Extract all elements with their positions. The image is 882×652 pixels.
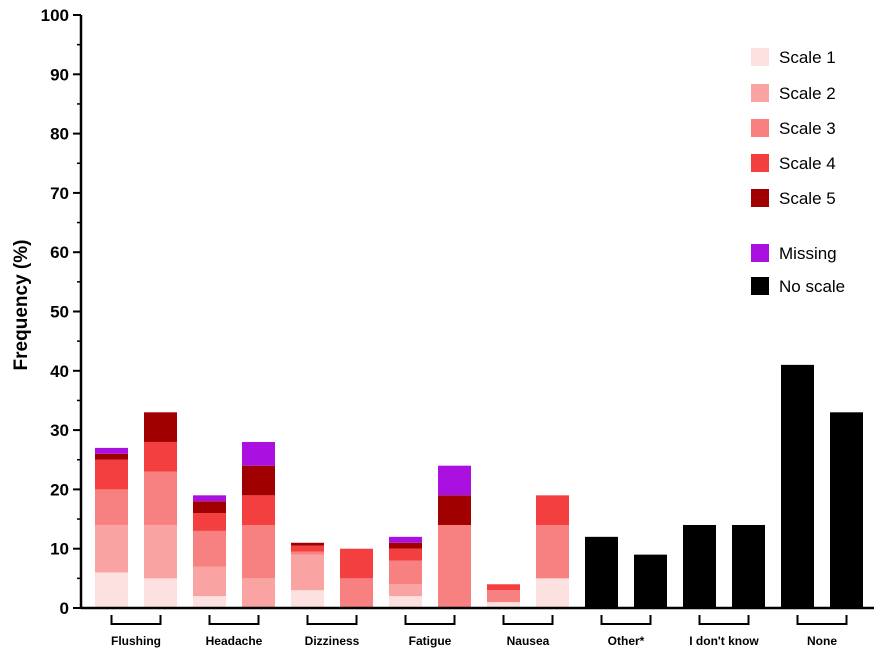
legend: Scale 1 Scale 2 Scale 3 Scale 4 Scale 5 Missi… xyxy=(751,48,845,296)
bar-segment-missing xyxy=(242,441,275,466)
bar-segment-scale-5 xyxy=(193,501,226,514)
y-tick-label: 50 xyxy=(50,303,69,322)
x-group-label: I don't know xyxy=(689,634,759,648)
group-bracket xyxy=(404,615,456,625)
x-group-label: Flushing xyxy=(111,634,161,648)
bar-segment-missing xyxy=(193,495,226,502)
bar-segment-scale-2 xyxy=(144,524,177,579)
legend-label: Scale 5 xyxy=(779,189,836,208)
y-tick-label: 20 xyxy=(50,480,69,499)
legend-swatch xyxy=(751,154,769,172)
bar-segment-scale-5 xyxy=(95,453,128,460)
bar-segment-scale-1 xyxy=(389,596,422,608)
bar-segment-scale-1 xyxy=(536,578,569,608)
legend-label: Scale 2 xyxy=(779,84,836,103)
y-tick-label: 40 xyxy=(50,362,69,381)
bars xyxy=(95,364,863,608)
bar-segment-scale-3 xyxy=(291,551,324,555)
y-tick-label: 80 xyxy=(50,125,69,144)
bar-segment-scale-2 xyxy=(193,566,226,597)
legend-swatch xyxy=(751,48,769,66)
bar-segment-missing xyxy=(95,447,128,454)
x-group-label: Fatigue xyxy=(409,634,452,648)
group-bracket xyxy=(796,615,848,625)
bar-segment-scale-4 xyxy=(242,495,275,525)
bar-segment-scale-5 xyxy=(438,495,471,525)
bar-segment-no-scale xyxy=(830,412,863,608)
x-group-label: Other* xyxy=(608,634,645,648)
y-tick-label: 70 xyxy=(50,184,69,203)
x-group-label: None xyxy=(807,634,837,648)
group-bracket xyxy=(600,615,652,625)
bar-segment-no-scale xyxy=(585,536,618,608)
bar-segment-scale-3 xyxy=(340,578,373,608)
legend-swatch xyxy=(751,277,769,295)
bar-segment-scale-3 xyxy=(242,524,275,579)
bar-segment-scale-4 xyxy=(536,495,569,525)
group-bracket xyxy=(110,615,162,625)
y-tick-label: 30 xyxy=(50,421,69,440)
y-tick-label: 60 xyxy=(50,243,69,262)
bar-segment-scale-2 xyxy=(389,584,422,597)
y-tick-label: 90 xyxy=(50,65,69,84)
bar-segment-missing xyxy=(438,465,471,496)
group-bracket xyxy=(502,615,554,625)
bar-segment-scale-5 xyxy=(242,465,275,496)
bar-segment-scale-4 xyxy=(95,459,128,490)
x-group-label: Nausea xyxy=(507,634,550,648)
bar-segment-scale-1 xyxy=(291,590,324,608)
bar-segment-scale-1 xyxy=(193,596,226,608)
x-group-label: Headache xyxy=(206,634,263,648)
y-axis-title: Frequency (%) xyxy=(11,240,32,371)
bar-segment-scale-2 xyxy=(95,524,128,573)
bar-segment-scale-5 xyxy=(144,412,177,442)
bar-segment-scale-4 xyxy=(193,513,226,531)
bar-segment-scale-1 xyxy=(144,578,177,608)
group-bracket xyxy=(306,615,358,625)
bar-segment-scale-3 xyxy=(389,560,422,585)
legend-swatch xyxy=(751,189,769,207)
bar-segment-scale-3 xyxy=(193,530,226,567)
bar-segment-scale-4 xyxy=(340,548,373,579)
bar-segment-no-scale xyxy=(634,554,667,608)
bar-segment-scale-4 xyxy=(144,441,177,472)
legend-swatch xyxy=(751,84,769,102)
bar-segment-scale-2 xyxy=(291,554,324,591)
legend-label: Missing xyxy=(779,244,837,263)
group-bracket xyxy=(208,615,260,625)
bar-segment-scale-3 xyxy=(536,524,569,579)
legend-label: Scale 3 xyxy=(779,119,836,138)
x-axis: Flushing Headache Dizziness Fatigue Nausea Ot… xyxy=(81,606,874,648)
legend-swatch xyxy=(751,119,769,137)
bar-segment-no-scale xyxy=(781,364,814,608)
bar-segment-scale-2 xyxy=(242,578,275,608)
bar-segment-scale-3 xyxy=(438,524,471,608)
bar-segment-scale-1 xyxy=(95,572,128,608)
legend-swatch xyxy=(751,244,769,262)
bar-segment-no-scale xyxy=(732,524,765,608)
legend-label: No scale xyxy=(779,277,845,296)
y-tick-label: 10 xyxy=(50,540,69,559)
y-tick-label: 100 xyxy=(41,6,69,25)
bar-segment-scale-4 xyxy=(389,548,422,561)
legend-label: Scale 4 xyxy=(779,154,836,173)
bar-segment-scale-4 xyxy=(487,584,520,591)
bar-segment-missing xyxy=(389,536,422,543)
bar-segment-scale-3 xyxy=(487,590,520,603)
bar-segment-scale-1 xyxy=(487,602,520,608)
legend-label: Scale 1 xyxy=(779,48,836,67)
bar-segment-scale-3 xyxy=(144,471,177,525)
bar-segment-scale-5 xyxy=(291,542,324,546)
y-tick-label: 0 xyxy=(60,599,69,618)
bar-segment-no-scale xyxy=(683,524,716,608)
y-axis: 0 10 20 30 40 50 60 70 80 90 100 xyxy=(41,6,83,618)
bar-segment-scale-3 xyxy=(95,489,128,525)
group-bracket xyxy=(698,615,750,625)
x-group-label: Dizziness xyxy=(305,634,360,648)
bar-segment-scale-5 xyxy=(389,542,422,549)
bar-segment-scale-4 xyxy=(291,545,324,552)
